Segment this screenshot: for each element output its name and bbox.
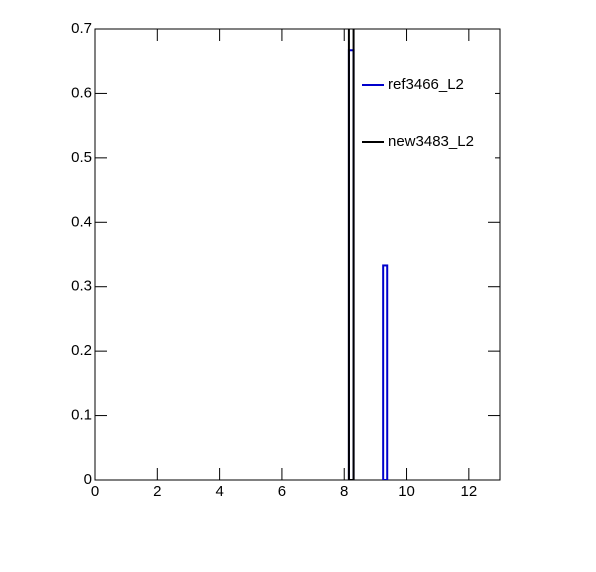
y-tick-label: 0.3	[71, 278, 92, 295]
x-tick-label: 0	[91, 483, 99, 500]
histogram-bar	[347, 29, 355, 480]
x-tick-label: 6	[278, 483, 286, 500]
x-tick-label: 12	[461, 483, 478, 500]
legend-label: new3483_L2	[388, 133, 474, 150]
y-tick-label: 0.2	[71, 342, 92, 359]
y-tick-label: 0	[84, 471, 92, 488]
plot-area	[347, 29, 389, 480]
y-tick-label: 0.7	[71, 20, 92, 37]
y-tick-label: 0.6	[71, 84, 92, 101]
x-tick-label: 8	[340, 483, 348, 500]
histogram-bar	[382, 264, 389, 480]
x-tick-label: 10	[398, 483, 415, 500]
y-tick-label: 0.1	[71, 407, 92, 424]
legend-box	[358, 62, 495, 182]
x-tick-label: 2	[153, 483, 161, 500]
legend-label: ref3466_L2	[388, 76, 464, 93]
x-tick-label: 4	[215, 483, 223, 500]
y-tick-label: 0.4	[71, 213, 92, 230]
y-tick-label: 0.5	[71, 149, 92, 166]
